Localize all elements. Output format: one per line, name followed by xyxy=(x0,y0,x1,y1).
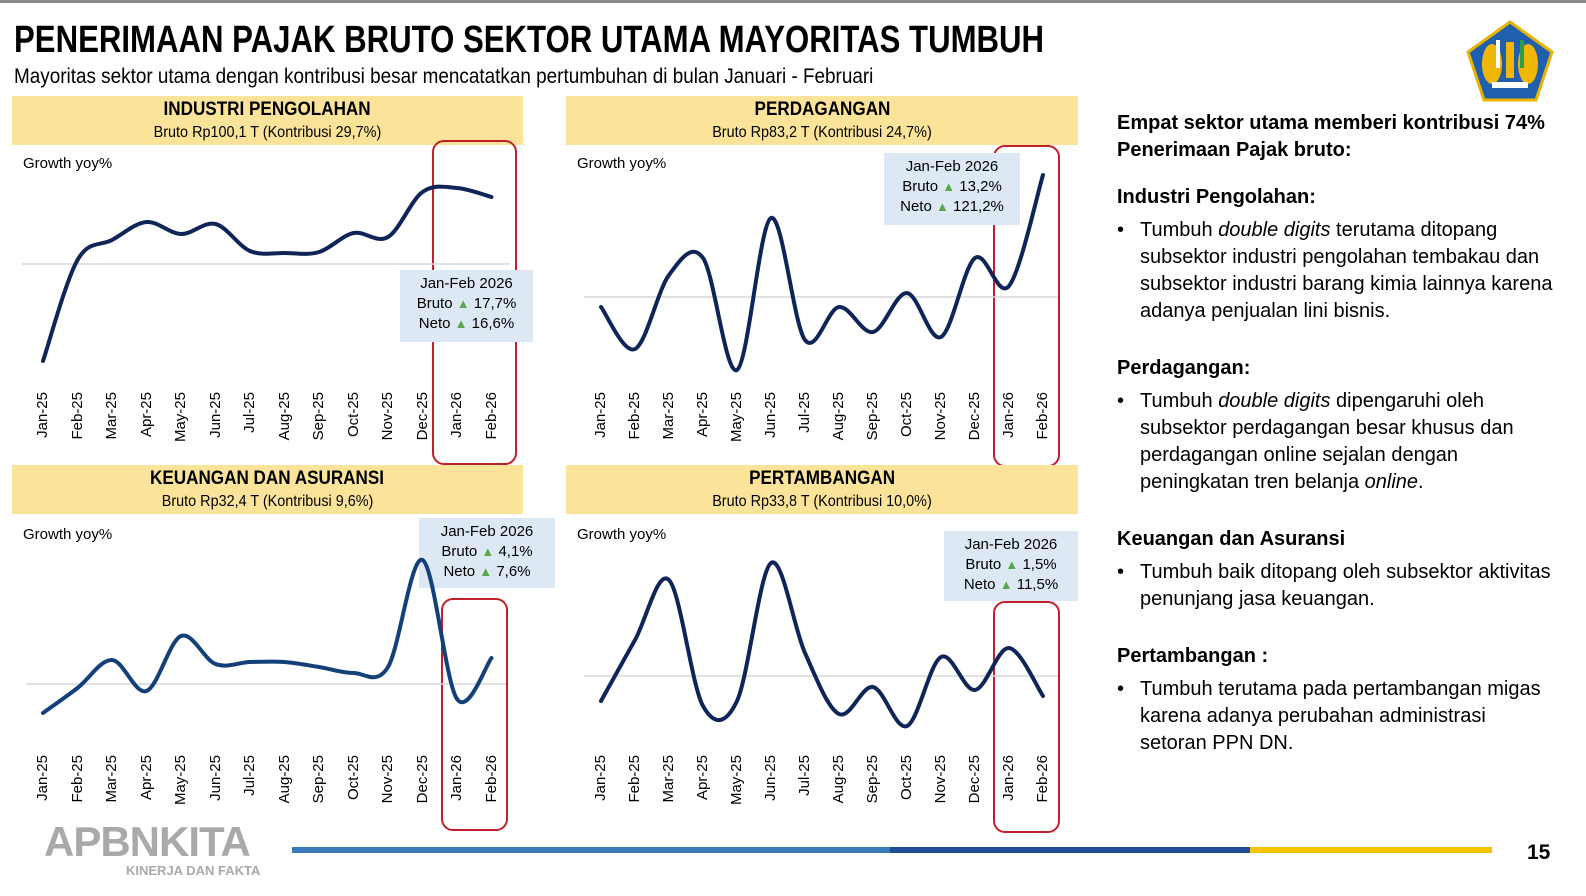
chart-header: KEUANGAN DAN ASURANSI Bruto Rp32,4 T (Ko… xyxy=(12,465,523,514)
up-arrow-icon: ▲ xyxy=(454,316,468,331)
bruto-label: Bruto xyxy=(441,543,478,560)
chart-subtitle: Bruto Rp83,2 T (Kontribusi 24,7%) xyxy=(712,124,932,141)
bullet-text: online xyxy=(1364,471,1419,493)
up-arrow-icon: ▲ xyxy=(479,564,493,579)
chart-header: PERDAGANGAN Bruto Rp83,2 T (Kontribusi 2… xyxy=(566,96,1078,145)
footer-bar-navy xyxy=(890,847,1250,853)
bullet-icon: • xyxy=(1117,390,1125,412)
bullet-text: dipengaruhi oleh subsektor perdagangan b… xyxy=(1140,390,1514,493)
bullet-icon: • xyxy=(1117,561,1125,583)
growth-line xyxy=(41,184,494,363)
bruto-value: 4,1% xyxy=(498,543,533,560)
annotation-period: Jan-Feb 2026 xyxy=(420,275,513,292)
page-number: 15 xyxy=(1527,841,1551,864)
chart-subtitle: Bruto Rp33,8 T (Kontribusi 10,0%) xyxy=(712,493,932,510)
bruto-value: 17,7% xyxy=(473,295,517,312)
annotation-period: Jan-Feb 2026 xyxy=(905,158,999,175)
chart-title: KEUANGAN DAN ASURANSI xyxy=(150,468,385,489)
chart-subtitle: Bruto Rp100,1 T (Kontribusi 29,7%) xyxy=(153,124,382,141)
neto-label: Neto xyxy=(443,563,476,580)
bullet-text: terutama ditopang subsektor industri pen… xyxy=(1140,219,1553,322)
section-title: Perdagangan: xyxy=(1117,357,1251,379)
page-title: PENERIMAAN PAJAK BRUTO SEKTOR UTAMA MAYO… xyxy=(14,18,1270,62)
bullet-text: double digits xyxy=(1218,390,1331,412)
section-title: Industri Pengolahan: xyxy=(1117,186,1316,208)
growth-line xyxy=(599,173,1045,373)
neto-label: Neto xyxy=(963,576,996,593)
summary-sections: Industri Pengolahan: • Tumbuh double digi… xyxy=(1117,184,1557,757)
up-arrow-icon: ▲ xyxy=(1005,557,1019,572)
bullet-body: Tumbuh terutama pada pertambangan migas … xyxy=(1140,676,1557,757)
bruto-value: 1,5% xyxy=(1022,556,1057,573)
top-border xyxy=(0,0,1586,3)
growth-line xyxy=(41,557,494,715)
annotation-box: Jan-Feb 2026 Bruto ▲ 4,1% Neto ▲ 7,6% xyxy=(419,518,555,588)
up-arrow-icon: ▲ xyxy=(456,296,470,311)
bruto-label: Bruto xyxy=(965,556,1002,573)
bullet-text: . xyxy=(1418,471,1424,493)
annotation-box: Jan-Feb 2026 Bruto ▲ 17,7% Neto ▲ 16,6% xyxy=(400,270,533,342)
annotation-box: Jan-Feb 2026 Bruto ▲ 13,2% Neto ▲ 121,2% xyxy=(884,153,1020,225)
bullet-body: Tumbuh double digits dipengaruhi oleh su… xyxy=(1140,388,1557,496)
growth-line xyxy=(599,560,1045,729)
apbnkita-logo: APBNKITA KINERJA DAN FAKTA xyxy=(44,818,284,882)
page-subtitle: Mayoritas sektor utama dengan kontribusi… xyxy=(14,64,969,89)
section-title: Keuangan dan Asuransi xyxy=(1117,528,1346,550)
neto-label: Neto xyxy=(418,315,451,332)
chart-subtitle: Bruto Rp32,4 T (Kontribusi 9,6%) xyxy=(161,493,374,510)
y-axis-label: Growth yoy% xyxy=(23,526,113,543)
summary-section: Pertambangan : • Tumbuh terutama pada per… xyxy=(1117,643,1557,757)
up-arrow-icon: ▲ xyxy=(935,199,949,214)
brand-text: APBNKITA xyxy=(44,818,251,865)
bullet-body: Tumbuh baik ditopang oleh subsektor akti… xyxy=(1140,559,1557,613)
summary-section: Keuangan dan Asuransi • Tumbuh baik ditop… xyxy=(1117,526,1557,613)
up-arrow-icon: ▲ xyxy=(999,577,1013,592)
brand-tagline: KINERJA DAN FAKTA xyxy=(126,863,261,878)
bruto-label: Bruto xyxy=(416,295,453,312)
chart-title: PERTAMBANGAN xyxy=(749,468,895,489)
bullet-icon: • xyxy=(1117,678,1125,700)
summary-heading: Empat sektor utama memberi kontribusi 74… xyxy=(1117,112,1545,161)
neto-value: 7,6% xyxy=(496,563,531,580)
annotation-period: Jan-Feb 2026 xyxy=(440,523,534,540)
summary-section: Perdagangan: • Tumbuh double digits dipen… xyxy=(1117,355,1557,496)
chart-header: INDUSTRI PENGOLAHAN Bruto Rp100,1 T (Kon… xyxy=(12,96,523,145)
section-title: Pertambangan : xyxy=(1117,645,1269,667)
bullet-text: double digits xyxy=(1218,219,1331,241)
bruto-value: 13,2% xyxy=(959,178,1002,195)
neto-label: Neto xyxy=(900,198,932,215)
bullet-text: Tumbuh terutama pada pertambangan migas … xyxy=(1140,678,1541,754)
neto-value: 16,6% xyxy=(471,315,515,332)
neto-value: 11,5% xyxy=(1016,576,1059,593)
highlight-box xyxy=(993,601,1060,833)
bullet-icon: • xyxy=(1117,219,1125,241)
y-axis-label: Growth yoy% xyxy=(23,155,113,172)
bullet-text: Tumbuh xyxy=(1140,390,1219,412)
y-axis-label: Growth yoy% xyxy=(577,526,667,543)
page-title-text: PENERIMAAN PAJAK BRUTO SEKTOR UTAMA MAYO… xyxy=(14,19,1045,61)
up-arrow-icon: ▲ xyxy=(481,544,495,559)
footer-bar-blue xyxy=(292,847,890,853)
bullet-text: Tumbuh baik ditopang oleh subsektor akti… xyxy=(1140,561,1551,610)
summary-panel: Empat sektor utama memberi kontribusi 74… xyxy=(1117,110,1557,757)
bruto-label: Bruto xyxy=(902,178,939,195)
chart-header: PERTAMBANGAN Bruto Rp33,8 T (Kontribusi … xyxy=(566,465,1078,514)
footer-bar-yellow xyxy=(1250,847,1492,853)
page-subtitle-text: Mayoritas sektor utama dengan kontribusi… xyxy=(14,65,874,88)
chart-title: PERDAGANGAN xyxy=(754,99,890,120)
bullet-body: Tumbuh double digits terutama ditopang s… xyxy=(1140,217,1557,325)
summary-section: Industri Pengolahan: • Tumbuh double digi… xyxy=(1117,184,1557,325)
chart-title: INDUSTRI PENGOLAHAN xyxy=(163,99,372,120)
annotation-box: Jan-Feb 2026 Bruto ▲ 1,5% Neto ▲ 11,5% xyxy=(944,531,1078,601)
y-axis-label: Growth yoy% xyxy=(577,155,667,172)
highlight-box xyxy=(441,598,508,831)
annotation-period: Jan-Feb 2026 xyxy=(964,536,1058,553)
up-arrow-icon: ▲ xyxy=(942,179,956,194)
neto-value: 121,2% xyxy=(953,198,1004,215)
kemenkeu-emblem-icon xyxy=(1466,20,1554,102)
bullet-text: Tumbuh xyxy=(1140,219,1219,241)
